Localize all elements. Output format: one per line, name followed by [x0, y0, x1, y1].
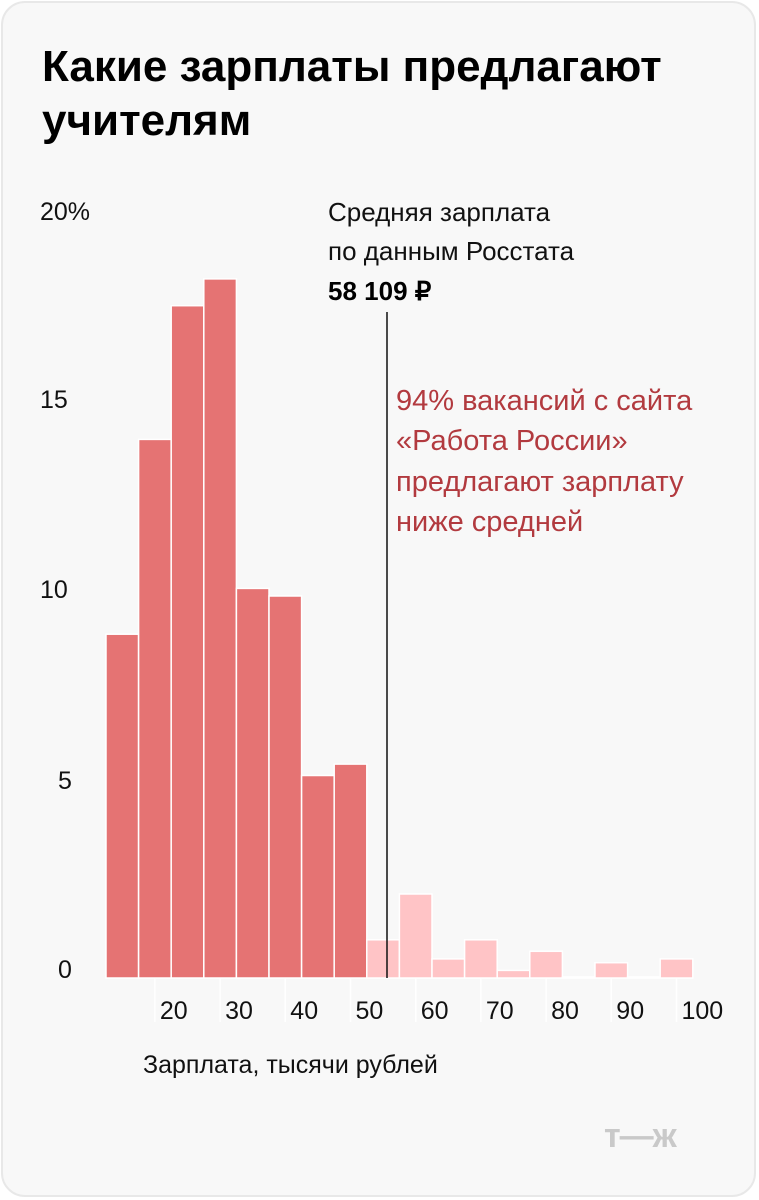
histogram-bar — [561, 976, 596, 979]
x-tick-label: 80 — [551, 997, 579, 1025]
histogram-bar — [366, 939, 401, 979]
note-line-3: предлагают зарплату — [396, 466, 684, 498]
histogram-bar — [170, 304, 205, 979]
y-tick-label: 5 — [58, 767, 72, 795]
histogram-bar — [105, 633, 140, 979]
brand-logo: т—ж — [604, 1117, 678, 1155]
y-axis: 20% 15 10 5 0 — [40, 198, 90, 984]
note-line-2: «Работа России» — [396, 425, 628, 457]
x-tick-label: 50 — [356, 997, 384, 1025]
y-tick-label: 20% — [40, 198, 90, 226]
histogram-bar — [398, 893, 433, 979]
histogram-bar — [137, 438, 172, 979]
histogram-bar — [268, 595, 303, 979]
chart-title: Какие зарплаты предлагают учителям — [42, 42, 662, 145]
histogram-bar — [235, 587, 270, 979]
histogram-bar — [333, 763, 368, 979]
histogram-bar — [659, 958, 694, 979]
x-axis-title: Зарплата, тысячи рублей — [143, 1051, 438, 1079]
histogram-bar — [431, 958, 466, 979]
x-tick-label: 100 — [682, 997, 724, 1025]
histogram-bar — [463, 939, 498, 979]
y-tick-label: 0 — [58, 956, 72, 984]
average-annotation: Средняя зарплата по данным Росстата 58 1… — [328, 197, 575, 978]
y-tick-label: 10 — [40, 576, 68, 604]
x-tick-label: 70 — [486, 997, 514, 1025]
bars-group — [105, 278, 694, 979]
histogram-bar — [594, 961, 629, 979]
x-tick-label: 60 — [421, 997, 449, 1025]
x-tick-label: 90 — [616, 997, 644, 1025]
x-tick-label: 20 — [160, 997, 188, 1025]
x-axis: 20 30 40 50 60 70 80 90 100 — [154, 978, 724, 1025]
histogram-bar — [496, 969, 531, 979]
y-tick-label: 15 — [40, 386, 68, 414]
histogram-bar — [529, 950, 564, 979]
note-line-1: 94% вакансий с сайта — [396, 385, 693, 417]
x-tick-label: 30 — [225, 997, 253, 1025]
average-label-line-1: Средняя зарплата — [328, 197, 551, 227]
histogram-bar — [203, 278, 238, 979]
histogram-bar — [300, 774, 335, 979]
average-salary-value: 58 109 ₽ — [328, 276, 432, 306]
x-tick-label: 40 — [290, 997, 318, 1025]
average-label-line-2: по данным Росстата — [328, 236, 575, 266]
histogram-bar — [626, 976, 661, 979]
below-average-note: 94% вакансий с сайта «Работа России» пре… — [396, 385, 693, 538]
note-line-4: ниже средней — [396, 506, 583, 538]
